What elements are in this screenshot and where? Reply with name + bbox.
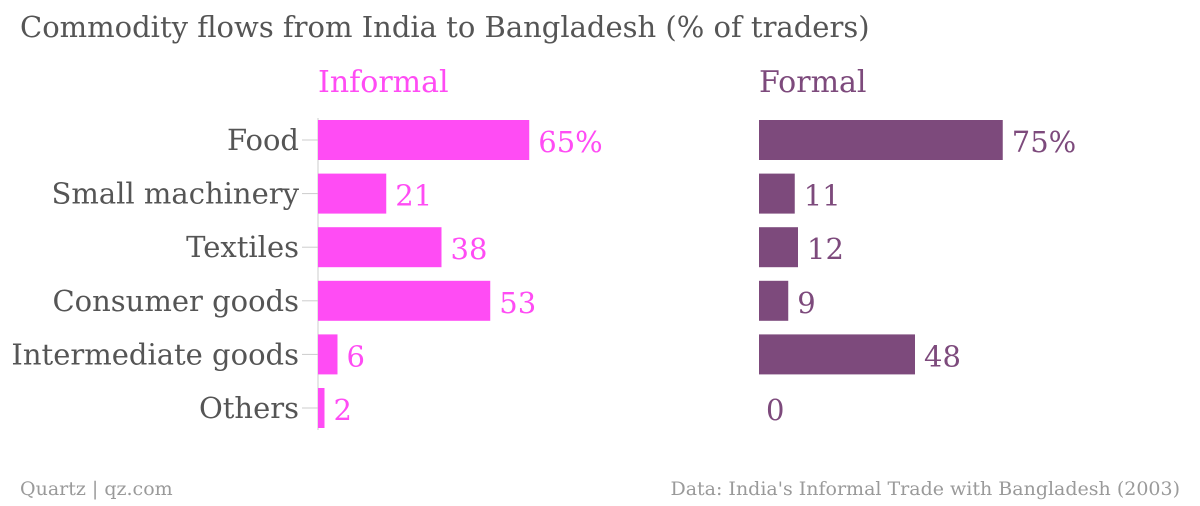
category-label-textiles: Textiles bbox=[186, 230, 299, 264]
data-source: Data: India's Informal Trade with Bangla… bbox=[670, 478, 1180, 500]
panel-title-informal: Informal bbox=[318, 65, 449, 100]
bar-informal-others bbox=[318, 388, 325, 428]
bar-informal-food bbox=[318, 120, 530, 160]
bar-informal-small-machinery bbox=[318, 173, 387, 214]
bar-formal-food bbox=[759, 120, 1003, 160]
data-label-informal-others: 2 bbox=[334, 393, 352, 427]
data-label-informal-small-machinery: 21 bbox=[395, 179, 432, 213]
bar-informal-consumer-goods bbox=[318, 280, 491, 321]
chart-title: Commodity flows from India to Bangladesh… bbox=[20, 10, 870, 44]
source-credit: Quartz | qz.com bbox=[20, 478, 173, 500]
bar-formal-small-machinery bbox=[759, 173, 795, 214]
data-label-formal-others: 0 bbox=[766, 393, 784, 427]
category-label-intermediate-goods: Intermediate goods bbox=[11, 337, 299, 371]
category-label-consumer-goods: Consumer goods bbox=[52, 284, 299, 318]
data-label-informal-consumer-goods: 53 bbox=[499, 286, 536, 320]
category-label-others: Others bbox=[199, 391, 299, 425]
bar-informal-textiles bbox=[318, 227, 442, 268]
category-label-small-machinery: Small machinery bbox=[52, 177, 300, 211]
panel-title-formal: Formal bbox=[759, 65, 867, 100]
bar-informal-intermediate-goods bbox=[318, 334, 338, 375]
bar-formal-intermediate-goods bbox=[759, 334, 915, 375]
data-label-formal-textiles: 12 bbox=[807, 232, 844, 266]
data-label-formal-consumer-goods: 9 bbox=[797, 286, 815, 320]
bar-formal-textiles bbox=[759, 227, 798, 268]
bar-formal-consumer-goods bbox=[759, 280, 789, 321]
data-label-formal-intermediate-goods: 48 bbox=[924, 339, 961, 373]
data-label-formal-small-machinery: 11 bbox=[804, 179, 841, 213]
data-label-formal-food: 75% bbox=[1012, 125, 1076, 159]
data-label-informal-intermediate-goods: 6 bbox=[347, 339, 365, 373]
data-label-informal-textiles: 38 bbox=[451, 232, 488, 266]
category-label-food: Food bbox=[227, 123, 299, 157]
data-label-informal-food: 65% bbox=[538, 125, 602, 159]
